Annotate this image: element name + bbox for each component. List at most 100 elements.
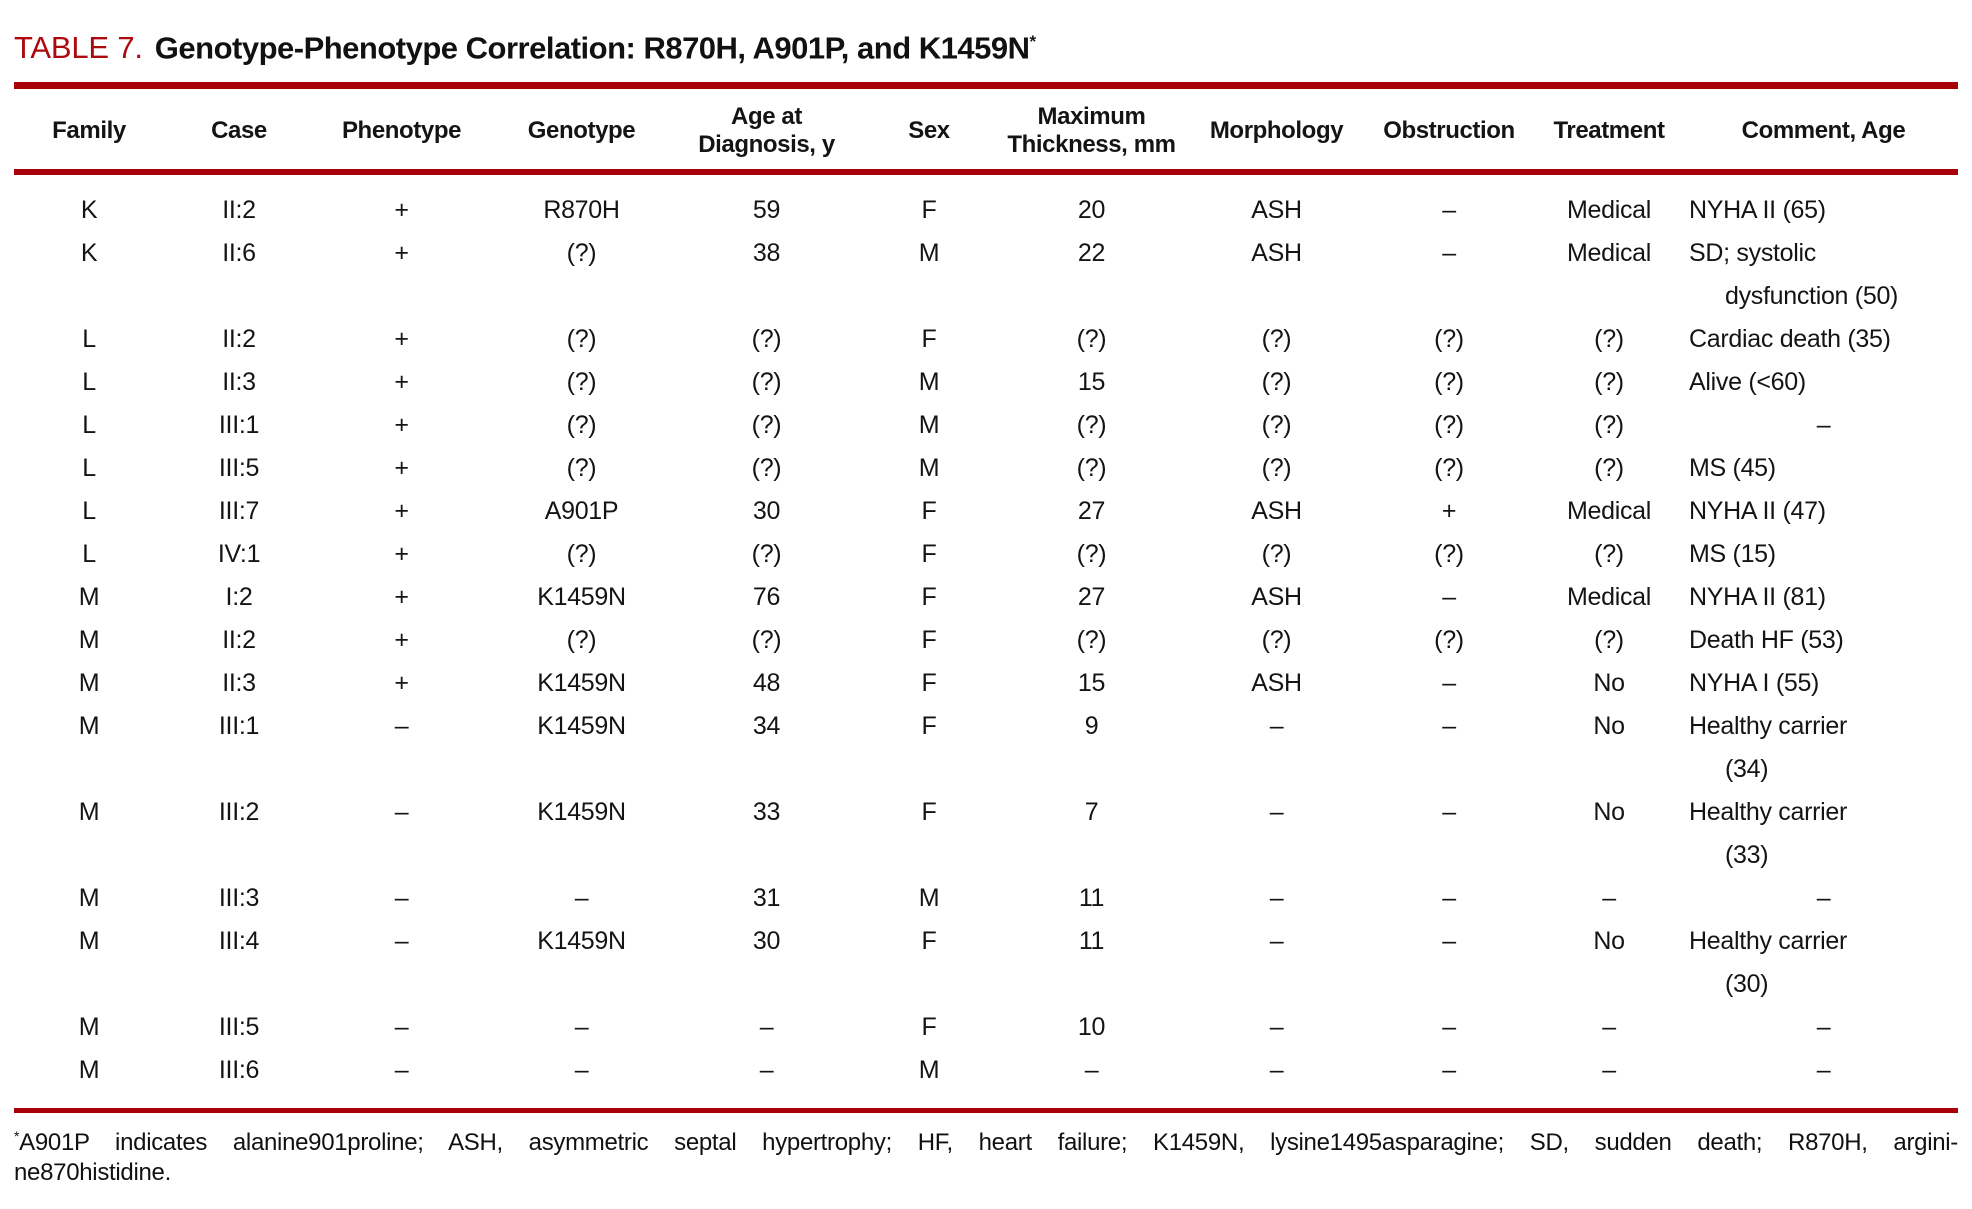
table-cell: II:2 <box>222 196 256 225</box>
table-cell: + <box>394 626 409 655</box>
table-cell: – <box>1442 1056 1456 1085</box>
footnote-marker: * <box>14 1128 20 1145</box>
table-cell: (?) <box>1076 454 1107 483</box>
comment-cell: – <box>1816 411 1831 440</box>
table-row: K II:6 + (?) 38 M 22 ASH – Medical SD; systolic dys… <box>14 232 1958 318</box>
table-cell: 11 <box>1078 927 1105 956</box>
column-header: Comment, Age <box>1689 89 1958 176</box>
cell-line: Diagnosis, y <box>698 131 835 159</box>
table-cell: 34 <box>752 712 781 741</box>
comment-cell: – <box>1816 884 1831 913</box>
comment-cell: Cardiac death (35) <box>1689 325 1891 354</box>
table-cell: (?) <box>566 239 597 268</box>
table-cell: R870H <box>543 196 620 225</box>
table-cell: (?) <box>566 626 597 655</box>
table-cell: – <box>1442 798 1456 827</box>
table-cell: (?) <box>1594 626 1624 655</box>
column-header: Obstruction <box>1369 89 1529 176</box>
table-cell: + <box>394 454 409 483</box>
table-cell: + <box>394 583 409 612</box>
column-header: Age at Diagnosis, y <box>674 89 859 176</box>
table-cell: K1459N <box>537 583 626 612</box>
table-cell: – <box>1269 884 1284 913</box>
cell-line: Healthy carrier <box>1689 927 1848 956</box>
comment-cell: NYHA I (55) <box>1689 669 1820 698</box>
table-cell: – <box>759 1056 774 1085</box>
table-cell: F <box>921 583 937 612</box>
footnote-line-2: ne870histidine. <box>14 1159 171 1187</box>
header-row: Family Case Phenotype Genotype Age at Diagnos… <box>14 89 1958 176</box>
table-cell: (?) <box>1434 626 1464 655</box>
table-cell: F <box>921 798 937 827</box>
column-header: Maximum Thickness, mm <box>999 89 1184 176</box>
table-cell: 27 <box>1077 497 1106 526</box>
table-cell: M <box>78 669 100 698</box>
comment-cell: MS (15) <box>1689 540 1776 569</box>
table-cell: K1459N <box>537 669 626 698</box>
table-cell: (?) <box>1594 325 1624 354</box>
table-cell: F <box>921 927 937 956</box>
table-row: M III:6 – – – M – – – – – <box>14 1049 1958 1108</box>
table-cell: 59 <box>752 196 781 225</box>
cell-line: Healthy carrier <box>1689 712 1848 741</box>
table-cell: – <box>574 1056 589 1085</box>
table-cell: – <box>394 884 409 913</box>
table-cell: 33 <box>752 798 781 827</box>
comment-cell: – <box>1816 1056 1831 1085</box>
table-cell: 30 <box>752 497 781 526</box>
table-cell: (?) <box>751 411 782 440</box>
table-cell: 20 <box>1077 196 1106 225</box>
table-cell: (?) <box>1594 368 1624 397</box>
table-cell: M <box>918 368 940 397</box>
comment-cell: Death HF (53) <box>1689 626 1844 655</box>
table-cell: 15 <box>1077 368 1106 397</box>
table-cell: + <box>394 368 409 397</box>
table-cell: + <box>394 196 409 225</box>
table-cell: M <box>78 798 100 827</box>
table-cell: L <box>82 411 96 440</box>
table-cell: – <box>1269 1056 1284 1085</box>
table-cell: + <box>394 497 409 526</box>
column-header: Sex <box>859 89 999 176</box>
cell-line: SD; systolic <box>1689 239 1816 268</box>
table-cell: (?) <box>566 411 597 440</box>
table-cell: II:2 <box>222 325 256 354</box>
table-cell: 10 <box>1077 1013 1106 1042</box>
comment-cell: MS (45) <box>1689 454 1776 483</box>
column-header: Case <box>164 89 314 176</box>
table-cell: – <box>1442 196 1456 225</box>
table-cell: + <box>394 239 409 268</box>
cell-line: Thickness, mm <box>1007 131 1176 159</box>
table-cell: No <box>1593 669 1625 698</box>
table-cell: 22 <box>1077 239 1106 268</box>
cell-line: (34) <box>1725 755 1769 784</box>
table-row: M II:3 + K1459N 48 F 15 ASH – No NYHA I (55) <box>14 662 1958 705</box>
table-cell: – <box>1442 712 1456 741</box>
table-cell: – <box>1602 1013 1616 1042</box>
top-rule <box>14 82 1958 90</box>
table-cell: (?) <box>1434 325 1464 354</box>
table-cell: L <box>82 325 96 354</box>
table-cell: + <box>394 540 409 569</box>
table-cell: M <box>78 1013 100 1042</box>
table-cell: ASH <box>1251 583 1302 612</box>
table-cell: (?) <box>1594 411 1624 440</box>
table-row: M III:5 – – – F 10 – – – – <box>14 1006 1958 1049</box>
comment-cell: SD; systolic dysfunction (50) <box>1689 232 1958 318</box>
table-cell: F <box>921 497 937 526</box>
table-cell: ASH <box>1251 196 1302 225</box>
table-cell: M <box>78 927 100 956</box>
table-cell: (?) <box>1076 325 1107 354</box>
table-cell: 27 <box>1077 583 1106 612</box>
table-cell: (?) <box>1434 411 1464 440</box>
table-cell: F <box>921 196 937 225</box>
table-row: M II:2 + (?) (?) F (?) (?) (?) (?) Death HF (53) <box>14 619 1958 662</box>
table-cell: (?) <box>1434 368 1464 397</box>
table-cell: M <box>78 1056 100 1085</box>
table-cell: F <box>921 325 937 354</box>
table-cell: M <box>78 626 100 655</box>
table-cell: (?) <box>1076 411 1107 440</box>
table-cell: M <box>918 411 940 440</box>
cell-line: (33) <box>1725 841 1769 870</box>
column-header: Phenotype <box>314 89 489 176</box>
